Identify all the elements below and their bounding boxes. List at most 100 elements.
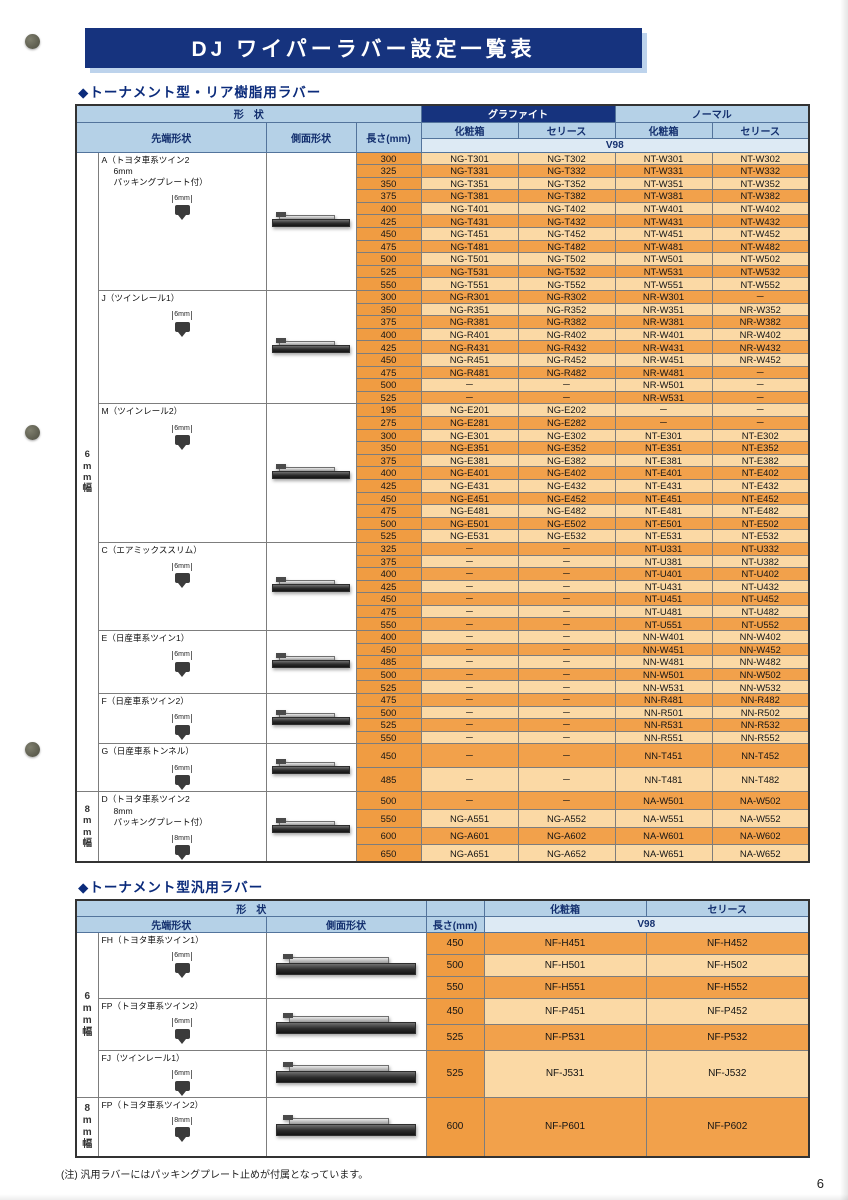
code-cell: NG-T382 bbox=[517, 189, 616, 203]
code-cell: NG-E502 bbox=[517, 516, 616, 531]
code-cell: NG-T501 bbox=[420, 252, 519, 266]
code-cell: NF-P452 bbox=[645, 998, 810, 1026]
header-box: 化粧箱 bbox=[483, 899, 647, 918]
code-cell: NG-T482 bbox=[517, 239, 616, 254]
side-profile-body bbox=[276, 1021, 416, 1034]
code-cell: － bbox=[420, 680, 519, 695]
table-row: 425 NG-T431 NG-T432 NT-W431 NT-W432 bbox=[76, 214, 810, 229]
code-cell: NA-W601 bbox=[614, 826, 713, 846]
code-cell: NT-E301 bbox=[614, 428, 713, 443]
table-row: 525 NG-E531 NG-E532 NT-E531 NT-E532 bbox=[76, 529, 810, 543]
code-cell: － bbox=[420, 705, 519, 720]
code-cell: NT-E482 bbox=[711, 504, 810, 518]
code-cell: NG-A552 bbox=[517, 809, 616, 828]
side-profile-body bbox=[271, 471, 351, 480]
length-cell: 400 bbox=[355, 630, 422, 644]
length-cell: 195 bbox=[355, 403, 422, 417]
length-cell: 500 bbox=[355, 791, 422, 810]
code-cell: NT-W381 bbox=[614, 189, 713, 203]
code-cell: － bbox=[517, 667, 616, 682]
code-cell: NG-E281 bbox=[420, 415, 519, 430]
tip-shape-cell: J（ツインレール1） 6mm bbox=[97, 290, 267, 405]
code-cell: NG-T301 bbox=[420, 151, 519, 166]
code-cell: － bbox=[517, 680, 616, 695]
table-header-row: V98 bbox=[76, 137, 810, 153]
code-cell: NT-W451 bbox=[614, 227, 713, 241]
code-cell: NR-W501 bbox=[614, 378, 713, 392]
side-profile-body bbox=[271, 716, 351, 725]
header-box: 化粧箱 bbox=[614, 121, 713, 139]
code-cell: NT-U402 bbox=[711, 567, 810, 581]
width-label-char: m bbox=[82, 1015, 92, 1027]
header-length: 長さ(mm) bbox=[355, 121, 422, 153]
code-cell: NG-E382 bbox=[517, 453, 616, 468]
code-cell: NT-W501 bbox=[614, 252, 713, 266]
code-cell: NT-U381 bbox=[614, 554, 713, 569]
code-cell: － bbox=[517, 630, 616, 644]
table-row: 500 NF-H501 NF-H502 bbox=[76, 954, 810, 978]
side-profile-highlight bbox=[278, 712, 336, 717]
length-cell: 550 bbox=[355, 730, 422, 745]
table-row: 350 NG-E351 NG-E352 NT-E351 NT-E352 bbox=[76, 441, 810, 455]
tip-size-label: 6mm bbox=[172, 311, 192, 320]
code-cell: NF-H452 bbox=[645, 932, 810, 956]
code-cell: NT-E382 bbox=[711, 453, 810, 468]
code-cell: NR-W382 bbox=[711, 315, 810, 329]
code-cell: NT-W431 bbox=[614, 214, 713, 229]
side-profile-image bbox=[271, 709, 351, 725]
binder-hole-icon bbox=[25, 34, 40, 49]
code-cell: NN-W481 bbox=[614, 655, 713, 669]
code-cell: NN-W502 bbox=[711, 667, 810, 682]
table-row: G（日産車系トンネル） 6mm 450 －－ NN-T451 NN-T452 bbox=[76, 743, 810, 793]
tip-shape-label-line: FJ（ツインレール1） bbox=[101, 1053, 185, 1064]
code-cell: NR-W352 bbox=[711, 302, 810, 317]
table-row: 475 NG-T481 NG-T482 NT-W481 NT-W482 bbox=[76, 239, 810, 254]
side-profile-highlight bbox=[288, 1015, 390, 1022]
tip-shape-label: G（日産車系トンネル） bbox=[102, 746, 263, 757]
tip-profile-glyph bbox=[174, 434, 190, 445]
code-cell: － bbox=[517, 693, 616, 707]
code-cell: － bbox=[517, 604, 616, 619]
tip-shape-label: FJ（ツインレール1） bbox=[102, 1053, 263, 1064]
table-header-row: 先端形状 側面形状 長さ(mm) V98 bbox=[75, 916, 810, 934]
code-cell: NA-W551 bbox=[614, 809, 713, 828]
side-profile-image bbox=[271, 817, 351, 833]
code-cell: NT-W301 bbox=[614, 151, 713, 166]
tip-size-label: 6mm bbox=[172, 563, 192, 572]
code-cell: NG-T481 bbox=[420, 239, 519, 254]
code-cell: NT-W402 bbox=[711, 201, 810, 216]
tip-profile-icon: 6mm bbox=[165, 950, 199, 973]
tip-shape-label-line: FP（トヨタ車系ツイン2） bbox=[101, 1099, 204, 1110]
table-row: F（日産車系ツイン2） 6mm 475 －－ NN-R481 NN-R482 bbox=[76, 693, 810, 745]
tip-shape-label-line: M（ツインレール2） bbox=[101, 406, 183, 417]
length-cell: 500 bbox=[355, 516, 422, 531]
length-cell: 475 bbox=[355, 693, 422, 707]
header-spacer bbox=[425, 899, 485, 918]
side-shape-cell bbox=[265, 403, 357, 543]
tip-profile-icon: 6mm bbox=[165, 648, 199, 672]
side-shape-cell bbox=[265, 791, 357, 863]
side-shape-cell bbox=[265, 998, 427, 1052]
length-cell: 450 bbox=[355, 353, 422, 367]
length-cell: 300 bbox=[355, 290, 422, 304]
table-header-row: 形 状 グラファイト ノーマル bbox=[75, 104, 810, 123]
code-cell: NG-R382 bbox=[517, 315, 616, 329]
code-cell: NN-R501 bbox=[614, 705, 713, 720]
width-label-char: m bbox=[82, 1115, 92, 1127]
code-cell: NG-E402 bbox=[517, 466, 616, 480]
tip-shape-label-line: 8mm bbox=[113, 805, 133, 816]
code-cell: NA-W552 bbox=[711, 809, 810, 828]
length-cell: 525 bbox=[355, 390, 422, 405]
table-row: 475 NG-E481 NG-E482 NT-E481 NT-E482 bbox=[76, 504, 810, 518]
code-cell: － bbox=[614, 415, 713, 430]
side-profile-image bbox=[271, 212, 351, 228]
code-cell: － bbox=[711, 403, 810, 417]
code-cell: NT-E432 bbox=[711, 478, 810, 493]
length-cell: 525 bbox=[355, 680, 422, 695]
code-cell: NG-T502 bbox=[517, 252, 616, 266]
tip-profile-icon: 6mm bbox=[165, 422, 199, 445]
tip-shape-cell: G（日産車系トンネル） 6mm bbox=[97, 743, 267, 793]
tip-shape-cell: M（ツインレール2） 6mm bbox=[97, 403, 267, 543]
code-cell: NT-U551 bbox=[614, 617, 713, 632]
code-cell: － bbox=[517, 705, 616, 720]
